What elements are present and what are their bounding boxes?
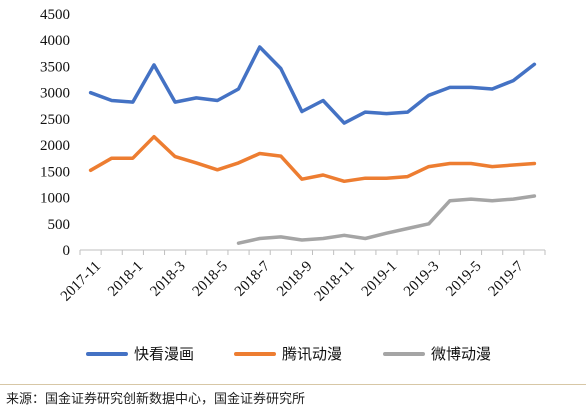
y-tick-label: 0 bbox=[63, 243, 71, 259]
x-tick-label: 2018-9 bbox=[274, 258, 315, 299]
y-tick-label: 4000 bbox=[40, 33, 70, 49]
y-tick-label: 1500 bbox=[40, 164, 70, 180]
x-tick-label: 2018-1 bbox=[105, 258, 146, 299]
x-tick-label: 2019-5 bbox=[443, 258, 484, 299]
series-line-1 bbox=[88, 45, 537, 125]
y-tick-label: 2500 bbox=[40, 112, 70, 128]
x-tick-label: 2019-7 bbox=[486, 258, 528, 300]
line-chart: 0 500 1000 1500 2000 2500 3000 3500 4000 4500 201… bbox=[40, 7, 546, 363]
series-line-3 bbox=[236, 194, 537, 245]
x-tick-label: 2018-5 bbox=[190, 258, 231, 299]
source-divider bbox=[0, 384, 586, 385]
y-tick-label: 3500 bbox=[40, 59, 70, 75]
y-tick-label: 4500 bbox=[40, 7, 70, 23]
x-tick-label: 2018-3 bbox=[147, 258, 188, 299]
x-tick-label: 2019-3 bbox=[401, 258, 442, 299]
x-tick-label: 2018-7 bbox=[232, 258, 274, 300]
series-line-2 bbox=[88, 134, 537, 184]
x-tick-label: 2019-1 bbox=[359, 258, 400, 299]
legend-label: 快看漫画 bbox=[134, 345, 194, 363]
x-tick-label: 2017-11 bbox=[58, 258, 104, 304]
y-tick-label: 500 bbox=[48, 217, 71, 233]
legend-label: 微博动漫 bbox=[431, 345, 491, 363]
source-note: 来源：国金证券研究创新数据中心，国金证券研究所 bbox=[6, 392, 306, 407]
y-tick-label: 3000 bbox=[40, 86, 70, 102]
y-tick-label: 2000 bbox=[40, 138, 70, 154]
legend-label: 腾讯动漫 bbox=[282, 345, 342, 363]
x-tick-label: 2018-11 bbox=[312, 258, 358, 304]
y-tick-label: 1000 bbox=[40, 191, 70, 207]
